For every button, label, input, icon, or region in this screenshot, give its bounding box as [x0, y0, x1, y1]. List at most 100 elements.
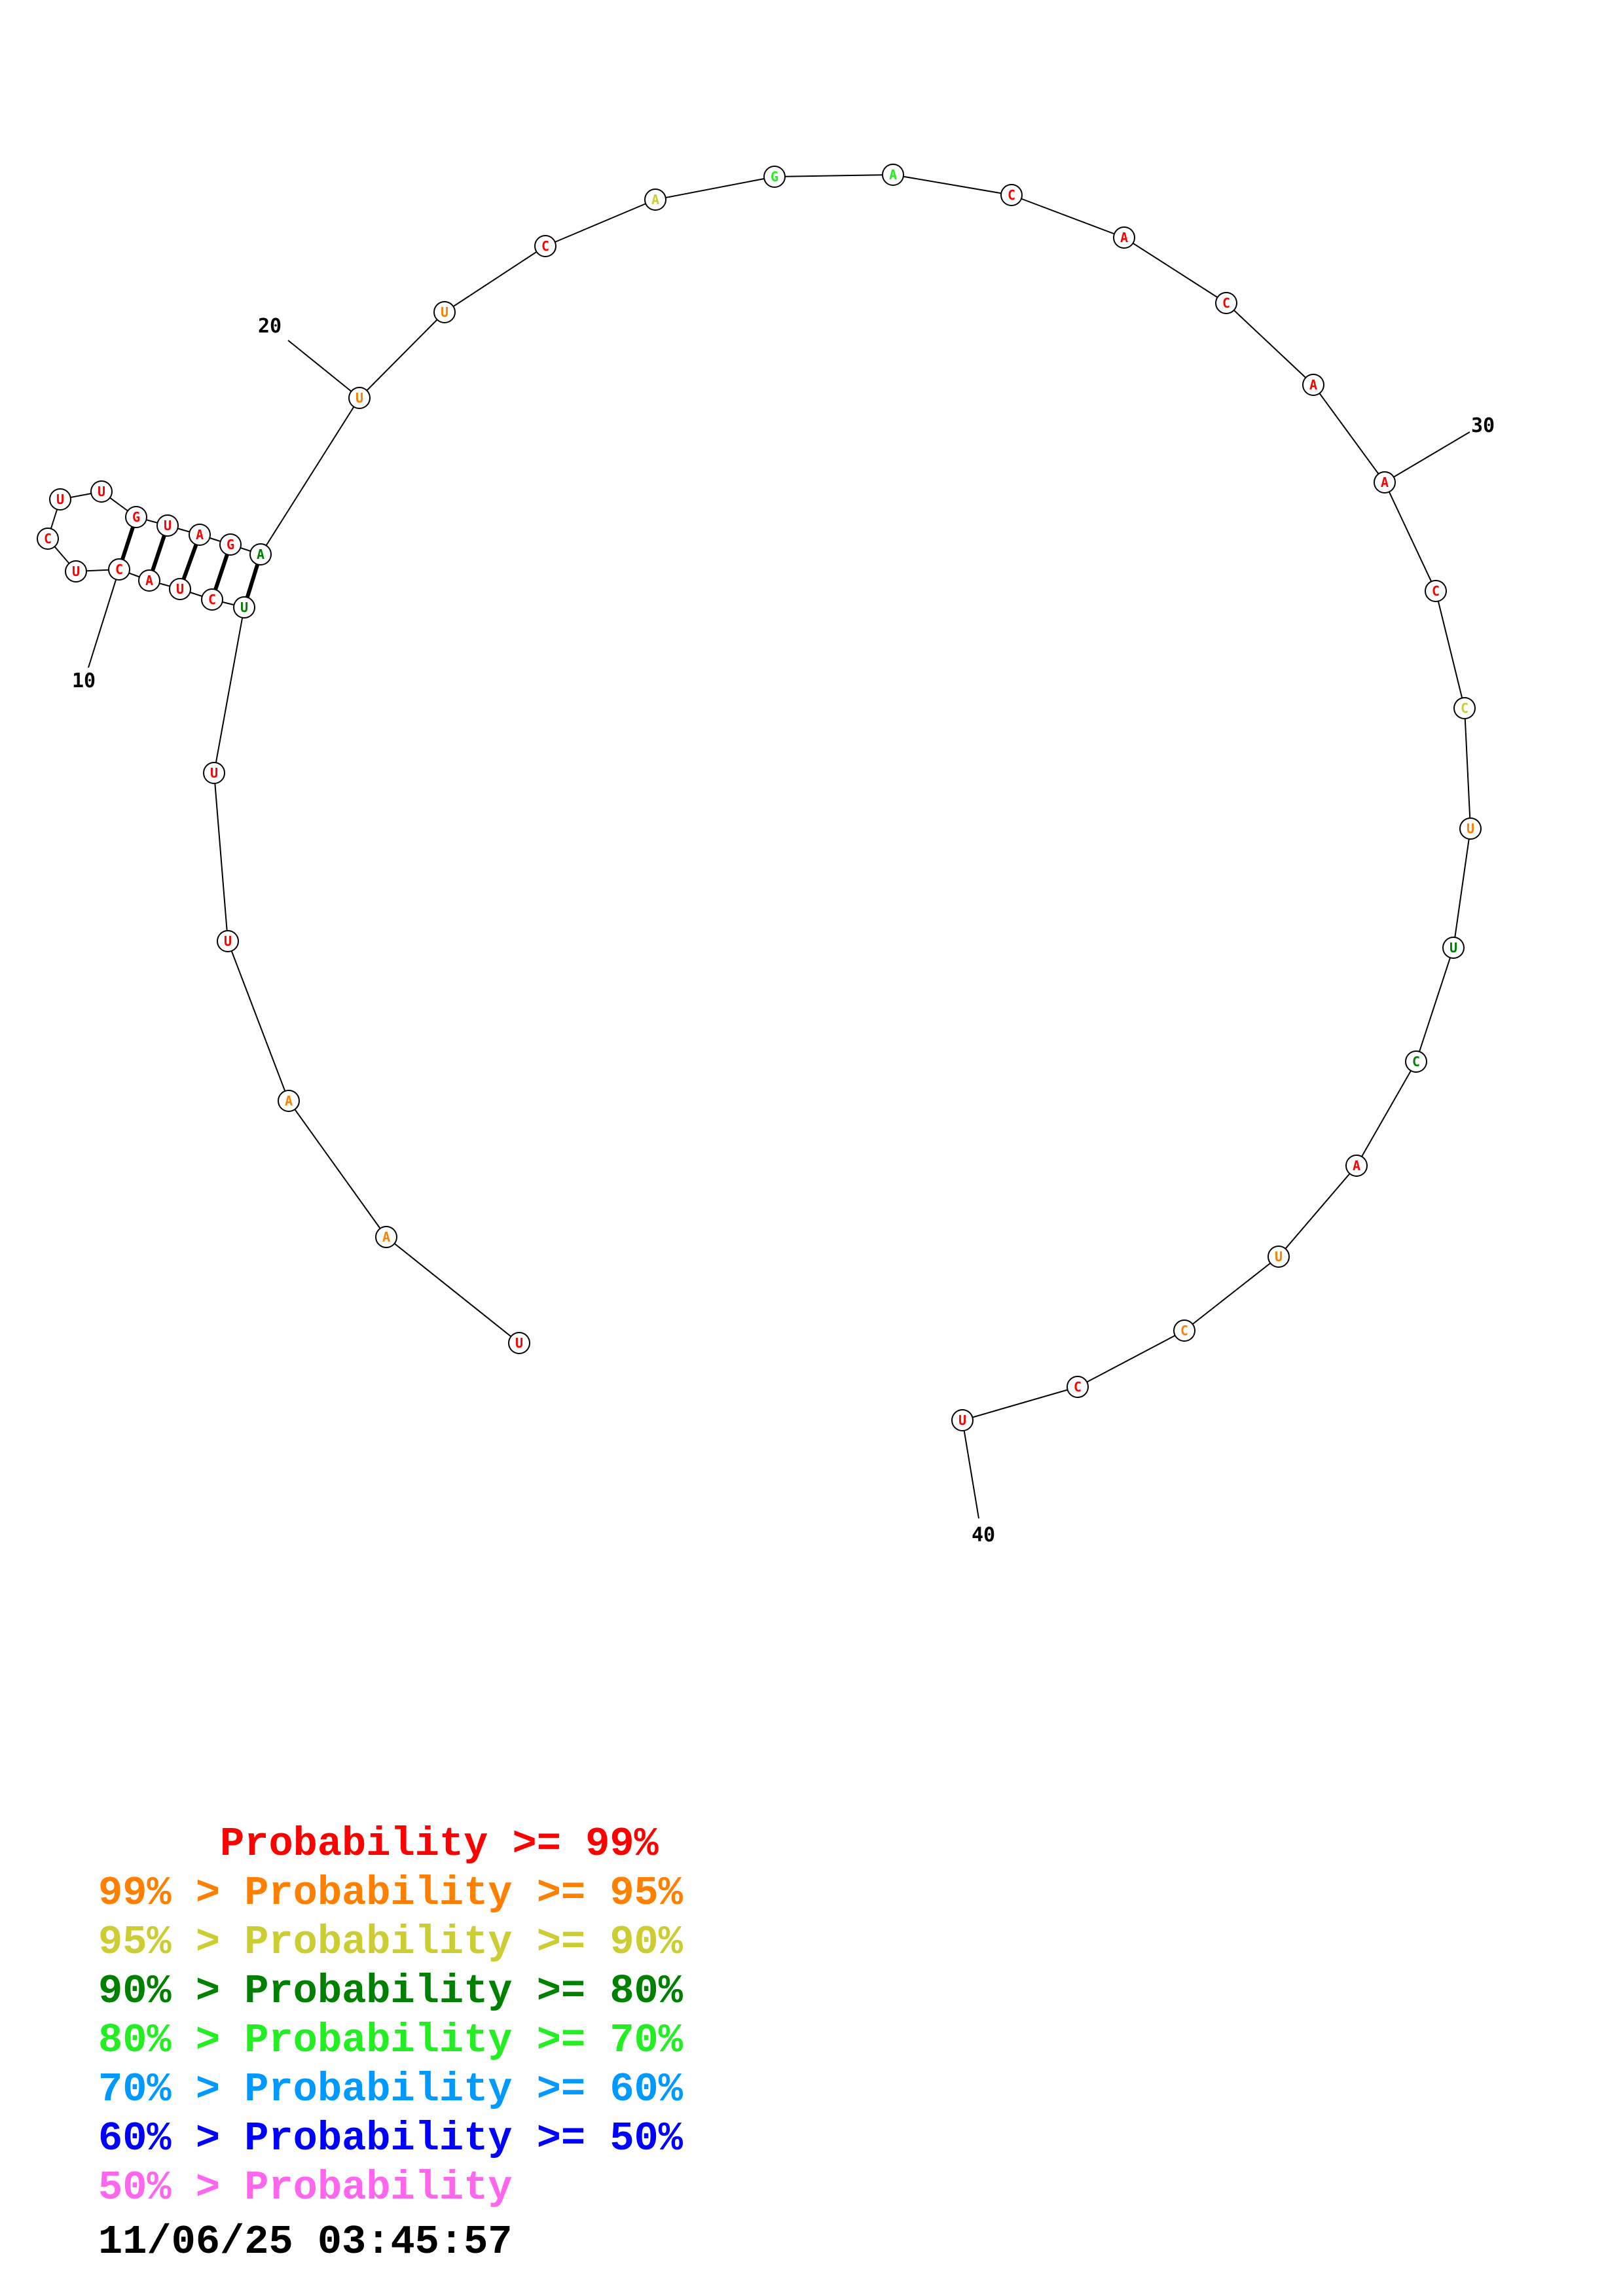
legend-text: Probability >= 99% [220, 1821, 659, 1867]
nucleotide-circle [375, 1226, 397, 1248]
nucleotide-node: G [219, 533, 242, 556]
legend-rows: Probability >= 99% 99% > Probability >= 9… [98, 1820, 683, 2212]
nucleotide-circle [433, 301, 456, 323]
nucleotide-circle [534, 235, 556, 257]
backbone-segment [1226, 302, 1314, 386]
nucleotide-base: U [210, 765, 218, 781]
nucleotide-base: U [224, 933, 232, 949]
nucleotide-circle [65, 560, 87, 583]
legend-text: Probability >= 80% [244, 1968, 683, 2015]
nucleotide-base: A [257, 547, 264, 562]
legend-threshold: 60% > [98, 2115, 245, 2162]
position-tick-line [287, 340, 360, 399]
position-tick-line [1384, 431, 1470, 483]
legend-text: Probability >= 90% [244, 1919, 683, 1965]
nucleotide-circle [1113, 226, 1135, 249]
nucleotide-circle [90, 480, 113, 503]
nucleotide-circle [278, 1090, 300, 1112]
legend-row: 50% > Probability [98, 2163, 683, 2212]
nucleotide-circle [882, 164, 904, 186]
nucleotide-circle [1173, 1319, 1195, 1342]
backbone-segment [962, 1386, 1078, 1421]
nucleotide-node: C [1425, 580, 1447, 602]
nucleotide-circle [1374, 471, 1396, 493]
backbone-segment [1384, 482, 1436, 592]
nucleotide-node: G [125, 506, 147, 528]
nucleotide-base: U [164, 518, 172, 533]
nucleotide-base: U [1450, 940, 1457, 956]
legend-row: 70% > Probability >= 60% [98, 2065, 683, 2114]
nucleotide-node: U [951, 1409, 974, 1431]
nucleotide-node: A [1113, 226, 1135, 249]
nucleotide-node: C [1215, 292, 1237, 314]
nucleotide-circle [169, 578, 191, 600]
nucleotide-circle [125, 506, 147, 528]
nucleotide-base: U [1467, 821, 1474, 836]
legend-text: Probability >= 60% [244, 2066, 683, 2113]
position-label: 30 [1471, 414, 1495, 437]
legend-threshold: 50% > [98, 2164, 245, 2211]
nucleotide-node: A [644, 188, 666, 211]
nucleotide-circle [644, 188, 666, 211]
nucleotide-circle [249, 543, 272, 565]
nucleotide-node: U [233, 596, 255, 619]
nucleotide-base: U [1275, 1249, 1283, 1265]
nucleotide-node: U [217, 930, 239, 952]
nucleotide-base: A [1120, 230, 1128, 245]
nucleotide-base: G [227, 537, 234, 552]
nucleotide-node: U [49, 488, 71, 511]
position-ticks: 10 20 30 40 [72, 315, 1495, 1547]
backbone-segment [774, 174, 894, 177]
nucleotide-node: U [203, 762, 225, 784]
legend-row: 60% > Probability >= 50% [98, 2114, 683, 2163]
backbone-lines [47, 174, 1471, 1421]
nucleotide-node: A [1374, 471, 1396, 493]
nucleotide-circle [1453, 697, 1476, 719]
nucleotide-node: U [1442, 937, 1465, 959]
legend-threshold [98, 1821, 220, 1867]
nucleotide-nodes: U A A U U U C U A C U C U U G U A G A U U C A G A C A C A A C C U U C A U C C U [37, 164, 1482, 1431]
backbone-segment [1435, 590, 1465, 709]
nucleotide-circle [189, 524, 211, 546]
legend-row: 80% > Probability >= 70% [98, 2016, 683, 2065]
nucleotide-node: C [108, 558, 130, 581]
nucleotide-node: U [348, 387, 371, 409]
nucleotide-circle [508, 1332, 530, 1354]
nucleotide-circle [1459, 817, 1482, 840]
backbone-segment [213, 607, 245, 774]
nucleotide-base: U [441, 304, 448, 320]
nucleotide-base: C [44, 531, 52, 547]
nucleotide-base: C [541, 238, 549, 254]
nucleotide-circle [1215, 292, 1237, 314]
nucleotide-node: U [1459, 817, 1482, 840]
nucleotide-base: G [771, 169, 778, 185]
nucleotide-circle [37, 528, 59, 550]
nucleotide-node: C [534, 235, 556, 257]
nucleotide-circle [1067, 1376, 1089, 1398]
nucleotide-base: C [1008, 187, 1015, 203]
backbone-segment [545, 199, 656, 247]
nucleotide-base: A [1381, 475, 1389, 490]
legend-row: 99% > Probability >= 95% [98, 1869, 683, 1918]
nucleotide-node: A [249, 543, 272, 565]
nucleotide-node: A [375, 1226, 397, 1248]
nucleotide-base: A [285, 1093, 293, 1109]
nucleotide-circle [1302, 374, 1324, 396]
nucleotide-base: U [958, 1412, 966, 1428]
nucleotide-base: U [176, 581, 184, 597]
nucleotide-base: G [132, 509, 140, 525]
backbone-segment [260, 397, 360, 555]
nucleotide-circle [348, 387, 371, 409]
nucleotide-circle [951, 1409, 974, 1431]
legend-text: Probability [244, 2164, 513, 2211]
nucleotide-base: C [1461, 700, 1468, 716]
backbone-segment [1356, 1061, 1417, 1166]
legend-text: Probability >= 95% [244, 1870, 683, 1916]
nucleotide-base: U [98, 484, 105, 499]
nucleotide-base: U [56, 492, 64, 507]
backbone-segment [1077, 1330, 1185, 1388]
legend-threshold: 70% > [98, 2066, 245, 2113]
legend-threshold: 95% > [98, 1919, 245, 1965]
backbone-segment [213, 772, 228, 942]
